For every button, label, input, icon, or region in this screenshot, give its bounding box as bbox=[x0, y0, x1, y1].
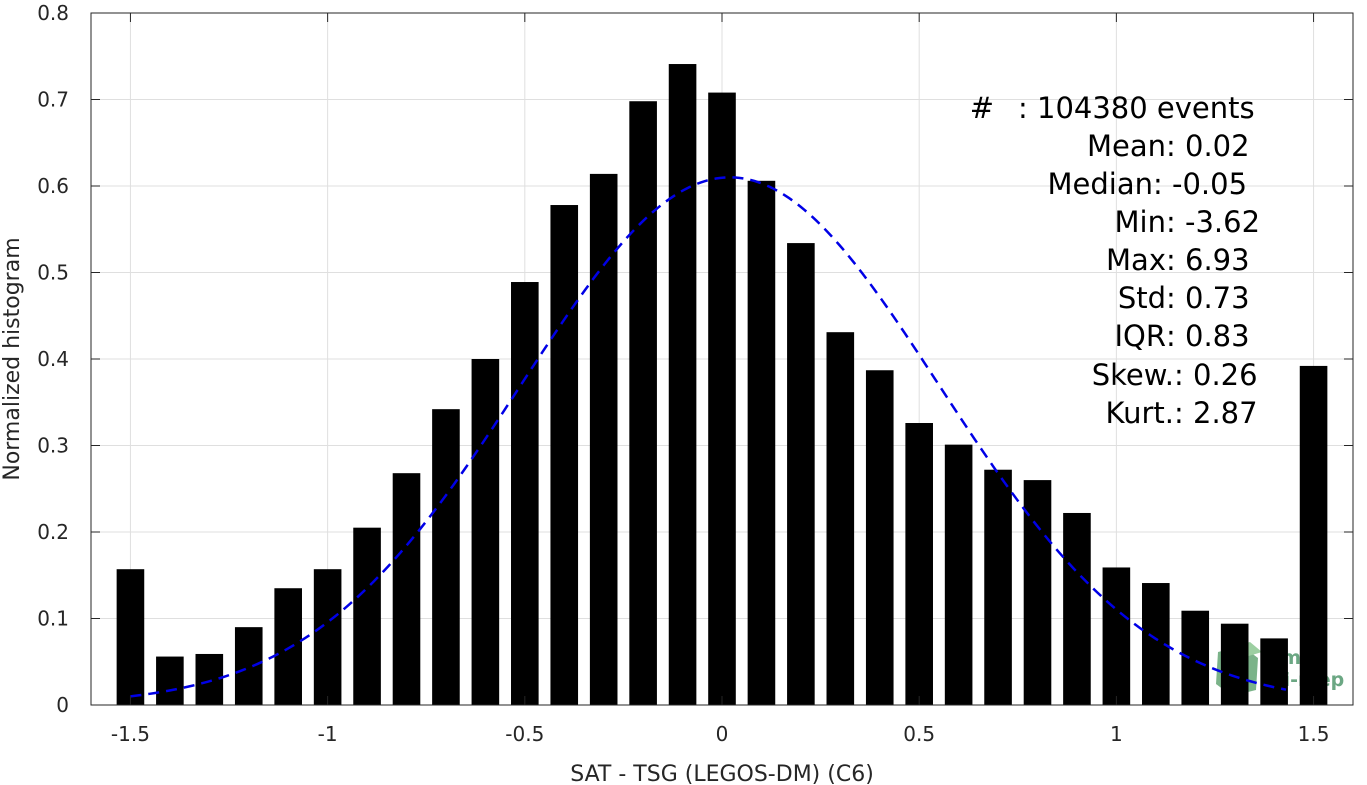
histogram-bar bbox=[116, 569, 145, 705]
y-tick-label: 0.6 bbox=[37, 174, 69, 198]
histogram-bar bbox=[1220, 623, 1249, 705]
histogram-bar bbox=[353, 527, 381, 705]
histogram-bar bbox=[1023, 480, 1052, 705]
y-axis-label: Normalized histogram bbox=[0, 237, 25, 480]
histogram-bar bbox=[905, 423, 933, 705]
y-tick-labels: 0 0.1 0.2 0.3 0.4 0.5 0.6 0.7 0.8 bbox=[37, 1, 69, 717]
stats-value: : 0.83 bbox=[1166, 319, 1250, 353]
normal-fit-curve bbox=[130, 176, 1287, 698]
y-tick-label: 0.8 bbox=[37, 1, 69, 25]
x-tick-label: 1 bbox=[1110, 722, 1123, 746]
histogram-bar bbox=[274, 588, 302, 705]
histogram-bar bbox=[511, 282, 539, 705]
x-tick-label: -1.5 bbox=[111, 722, 150, 746]
histogram-bar bbox=[313, 569, 342, 705]
stats-label: Min bbox=[1115, 205, 1166, 239]
stats-label: Max bbox=[1106, 243, 1166, 277]
histogram-bar bbox=[1299, 365, 1328, 705]
axis-ticks bbox=[91, 12, 1353, 706]
histogram-bar bbox=[1063, 512, 1091, 705]
x-tick-label: 1.5 bbox=[1298, 722, 1330, 746]
stats-label: IQR bbox=[1114, 319, 1166, 353]
stats-label: Std bbox=[1118, 281, 1166, 315]
stats-value: : 0.02 bbox=[1166, 129, 1250, 163]
histogram-bar bbox=[589, 173, 618, 705]
stats-value: : 104380 events bbox=[1018, 91, 1255, 125]
y-tick-label: 0.4 bbox=[37, 347, 69, 371]
histogram-bar bbox=[787, 243, 815, 705]
x-tick-labels: -1.5 -1 -0.5 0 0.5 1 1.5 bbox=[111, 722, 1330, 746]
y-tick-label: 0.1 bbox=[37, 607, 69, 631]
y-tick-label: 0.2 bbox=[37, 520, 69, 544]
histogram-bar bbox=[471, 359, 500, 705]
stats-value: : 6.93 bbox=[1166, 243, 1250, 277]
x-tick-label: 0.5 bbox=[903, 722, 935, 746]
histogram-bar bbox=[747, 180, 776, 705]
stats-box: # : 104380 events Mean : 0.02 Median : -0.… bbox=[970, 91, 1260, 430]
x-tick-label: -1 bbox=[318, 722, 338, 746]
stats-label: Mean bbox=[1087, 129, 1166, 163]
histogram-bar bbox=[984, 469, 1012, 705]
histogram-bar bbox=[392, 473, 421, 705]
histogram-bar bbox=[708, 92, 736, 705]
stats-label: Kurt. bbox=[1106, 396, 1174, 430]
stats-value: : -0.05 bbox=[1153, 167, 1247, 201]
stats-value: : 2.87 bbox=[1174, 396, 1258, 430]
stats-label: Skew. bbox=[1092, 358, 1174, 392]
y-tick-label: 0.7 bbox=[37, 88, 69, 112]
histogram-bar bbox=[195, 653, 224, 705]
x-tick-label: 0 bbox=[716, 722, 729, 746]
histogram-bar bbox=[865, 370, 894, 705]
histogram-bar bbox=[1102, 567, 1131, 705]
histogram-bar bbox=[1181, 610, 1210, 705]
histogram-bar bbox=[826, 332, 855, 705]
histogram-bar bbox=[234, 627, 263, 705]
histogram-bar bbox=[156, 656, 184, 705]
histogram-bar bbox=[1260, 638, 1288, 705]
histogram-bar bbox=[629, 101, 657, 706]
x-axis-label: SAT - TSG (LEGOS-DM) (C6) bbox=[570, 762, 874, 785]
x-tick-label: -0.5 bbox=[505, 722, 544, 746]
stats-value: : 0.73 bbox=[1166, 281, 1250, 315]
y-tick-label: 0.3 bbox=[37, 434, 69, 458]
stats-label: # bbox=[970, 91, 994, 125]
histogram-bar bbox=[550, 205, 579, 705]
stats-value: : -3.62 bbox=[1166, 205, 1260, 239]
y-tick-label: 0.5 bbox=[37, 261, 69, 285]
histogram-bar bbox=[668, 64, 697, 705]
histogram-bar bbox=[944, 444, 973, 705]
stats-value: : 0.26 bbox=[1174, 358, 1258, 392]
histogram-bar bbox=[432, 409, 460, 705]
stats-label: Median bbox=[1048, 167, 1153, 201]
y-tick-label: 0 bbox=[56, 693, 69, 717]
bars bbox=[116, 64, 1328, 706]
